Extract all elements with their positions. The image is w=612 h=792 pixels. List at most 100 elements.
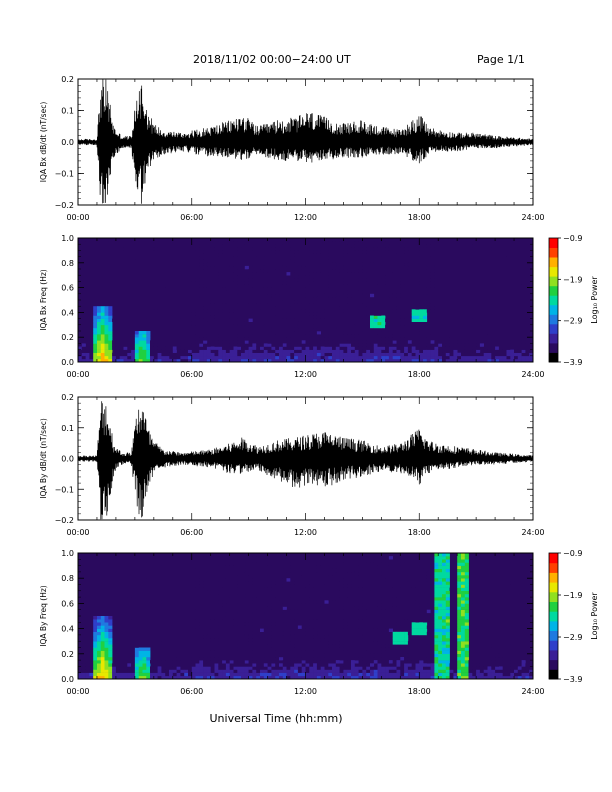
colorbar-tick-label: −2.9: [563, 317, 582, 326]
spectrogram-cell: [297, 321, 302, 326]
spectrogram-cell: [335, 269, 340, 273]
spectrogram-cell: [404, 638, 409, 642]
spectrogram-cell: [407, 584, 412, 588]
spectrogram-cell: [343, 587, 348, 591]
spectrogram-cell: [134, 343, 139, 347]
spectrogram-cell: [222, 600, 227, 604]
spectrogram-cell: [165, 355, 170, 360]
spectrogram-cell: [445, 663, 450, 667]
spectrogram-cell: [514, 609, 519, 614]
spectrogram-cell: [153, 355, 158, 360]
spectrogram-cell: [457, 556, 462, 560]
spectrogram-cell: [131, 660, 136, 664]
spectrogram-cell: [495, 349, 500, 353]
spectrogram-cell: [203, 631, 208, 636]
spectrogram-cell: [351, 355, 356, 360]
spectrogram-cell: [267, 287, 272, 291]
spectrogram-cell: [514, 352, 519, 357]
spectrogram-cell: [392, 634, 397, 639]
spectrogram-cell: [487, 675, 492, 679]
spectrogram-cell: [229, 352, 234, 357]
spectrogram-cell: [487, 247, 492, 251]
spectrogram-cell: [472, 355, 477, 360]
spectrogram-cell: [377, 275, 382, 279]
spectrogram-cell: [248, 653, 253, 658]
spectrogram-cell: [305, 293, 310, 298]
spectrogram-cell: [373, 628, 378, 632]
spectrogram-cell: [305, 355, 310, 360]
spectrogram-cell: [138, 358, 143, 362]
spectrogram-cell: [415, 672, 420, 677]
spectrogram-cell: [457, 606, 462, 610]
spectrogram-cell: [100, 622, 105, 626]
spectrogram-cell: [358, 660, 363, 664]
spectrogram-cell: [396, 565, 401, 569]
spectrogram-cell: [347, 631, 352, 636]
spectrogram-cell: [464, 340, 469, 344]
spectrogram-cell: [328, 594, 333, 598]
spectrogram-cell: [305, 675, 310, 679]
spectrogram-cell: [464, 641, 469, 645]
spectrogram-cell: [108, 352, 113, 357]
spectrogram-cell: [309, 669, 314, 673]
spectrogram-cell: [468, 318, 473, 322]
spectrogram-cell: [370, 303, 375, 307]
spectrogram-cell: [222, 244, 227, 248]
spectrogram-cell: [445, 600, 450, 604]
spectrogram-cell: [354, 352, 359, 357]
spectrogram-cell: [404, 634, 409, 639]
spectrogram-cell: [388, 669, 393, 673]
spectrogram-cell: [392, 346, 397, 350]
spectrogram-cell: [229, 312, 234, 316]
spectrogram-cell: [335, 296, 340, 301]
spectrogram-cell: [362, 616, 367, 620]
spectrogram-cell: [411, 625, 416, 629]
spectrogram-cell: [388, 346, 393, 350]
spectrogram-cell: [461, 619, 466, 623]
spectrogram-cell: [195, 666, 200, 670]
spectrogram-cell: [263, 358, 268, 362]
spectrogram-cell: [286, 663, 291, 667]
spectrogram-cell: [442, 616, 447, 620]
spectrogram-cell: [392, 559, 397, 563]
spectrogram-cell: [191, 675, 196, 679]
spectrogram-cell: [366, 247, 371, 251]
spectrogram-cell: [453, 634, 458, 639]
spectrogram-cell: [241, 562, 246, 566]
spectrogram-cell: [400, 622, 405, 626]
spectrogram-cell: [131, 241, 136, 245]
spectrogram-cell: [316, 250, 321, 254]
spectrogram-cell: [461, 641, 466, 645]
spectrogram-cell: [426, 631, 431, 636]
spectrogram-cell: [85, 340, 90, 344]
spectrogram-cell: [404, 315, 409, 319]
spectrogram-cell: [229, 278, 234, 282]
spectrogram-cell: [93, 306, 98, 310]
spectrogram-cell: [275, 346, 280, 350]
spectrogram-cell: [506, 675, 511, 679]
spectrogram-cell: [464, 628, 469, 632]
spectrogram-cell: [214, 666, 219, 670]
spectrogram-cell: [404, 672, 409, 677]
spectrogram-cell: [309, 638, 314, 642]
spectrogram-cell: [392, 638, 397, 642]
spectrogram-cell: [457, 675, 462, 679]
spectrogram-cell: [479, 318, 484, 322]
spectrogram-cell: [97, 641, 102, 645]
spectrogram-cell: [153, 675, 158, 679]
spectrogram-cell: [195, 568, 200, 573]
spectrogram-cell: [237, 581, 242, 585]
spectrogram-cell: [316, 349, 321, 353]
spectrogram-cell: [301, 675, 306, 679]
spectrogram-cell: [297, 358, 302, 362]
spectrogram-cell: [214, 352, 219, 357]
spectrogram-cell: [442, 641, 447, 645]
spectrogram-cell: [404, 631, 409, 636]
spectrogram-cell: [180, 672, 185, 677]
spectrogram-cell: [442, 634, 447, 639]
spectrogram-cell: [153, 358, 158, 362]
spectrogram-cell: [195, 241, 200, 245]
spectrogram-cell: [426, 244, 431, 248]
spectrogram-cell: [442, 578, 447, 582]
spectrogram-cell: [305, 672, 310, 677]
